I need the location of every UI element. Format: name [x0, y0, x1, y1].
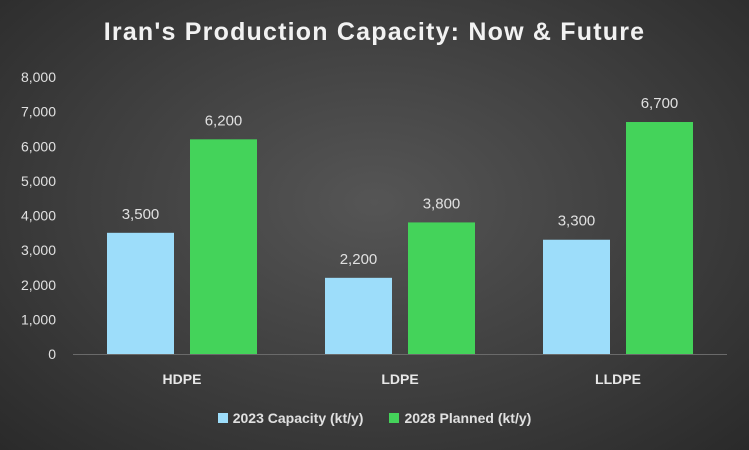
data-label: 6,700: [641, 95, 679, 112]
data-label: 3,800: [423, 195, 461, 212]
x-tick-label: LDPE: [381, 371, 418, 387]
legend-label-2028: 2028 Planned (kt/y): [404, 410, 532, 426]
y-tick-label: 1,000: [21, 311, 56, 327]
y-tick-label: 3,000: [21, 242, 56, 258]
y-tick-label: 7,000: [21, 104, 56, 120]
data-label: 2,200: [340, 251, 378, 268]
data-label: 3,300: [558, 213, 596, 230]
x-tick-label: HDPE: [163, 371, 202, 387]
y-tick-label: 4,000: [21, 208, 56, 224]
bar-lldpe-1: [626, 122, 693, 354]
y-tick-label: 2,000: [21, 277, 56, 293]
y-tick-label: 5,000: [21, 173, 56, 189]
bar-hdpe-1: [190, 139, 257, 354]
bar-lldpe-0: [543, 239, 610, 354]
legend-label-2023: 2023 Capacity (kt/y): [232, 410, 364, 426]
data-label: 3,500: [122, 206, 160, 223]
y-tick-label: 8,000: [21, 69, 56, 85]
legend: 2023 Capacity (kt/y) 2028 Planned (kt/y): [0, 410, 749, 426]
y-tick-label: 0: [48, 346, 56, 362]
bar-ldpe-0: [325, 277, 392, 354]
legend-swatch-2023: [217, 413, 228, 423]
y-tick-label: 6,000: [21, 138, 56, 154]
bar-hdpe-0: [107, 232, 174, 354]
x-tick-label: LLDPE: [595, 371, 641, 387]
data-label: 6,200: [205, 112, 243, 129]
legend-item-2028: 2028 Planned (kt/y): [389, 410, 531, 426]
bar-ldpe-1: [408, 222, 475, 354]
legend-item-2023: 2023 Capacity (kt/y): [217, 410, 364, 426]
chart-title: Iran's Production Capacity: Now & Future: [103, 18, 646, 46]
legend-swatch-2028: [389, 413, 400, 423]
